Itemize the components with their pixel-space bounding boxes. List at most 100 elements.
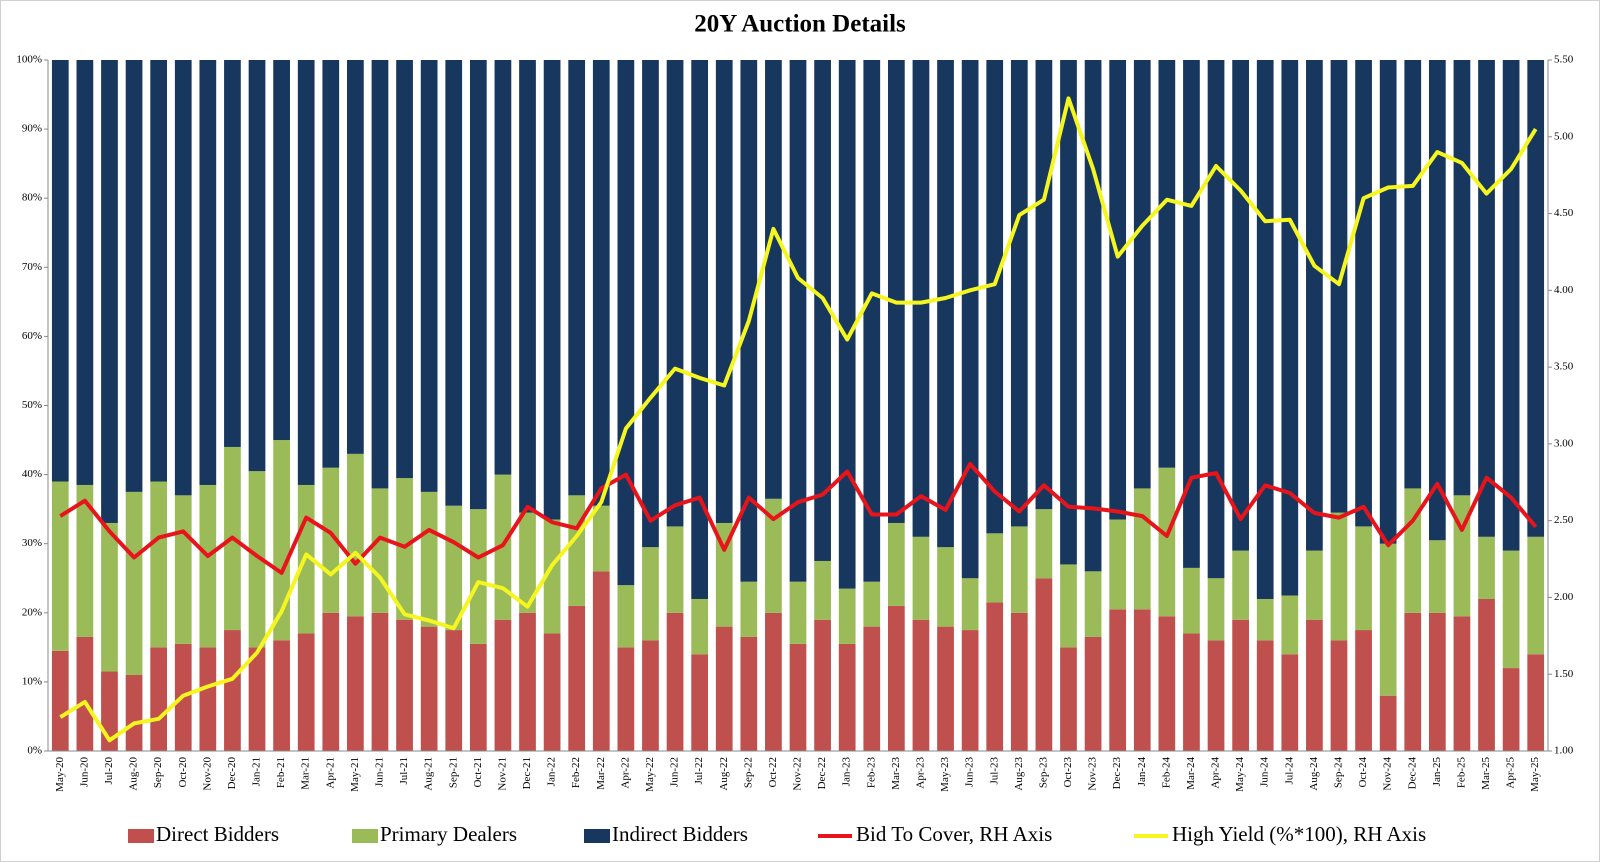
bar-segment xyxy=(568,605,586,751)
legend-swatch xyxy=(352,829,378,843)
bar-segment xyxy=(199,647,217,751)
bar-segment xyxy=(420,626,438,751)
bar-segment xyxy=(863,581,881,627)
bar-segment xyxy=(740,581,758,637)
x-tick-label: Sep-24 xyxy=(1333,757,1345,789)
bar-segment xyxy=(666,60,684,527)
chart-title: 20Y Auction Details xyxy=(694,11,906,38)
bar-segment xyxy=(1379,543,1397,696)
bar-segment xyxy=(1404,60,1422,489)
bar-segment xyxy=(273,440,290,641)
x-tick-label: Jul-20 xyxy=(103,757,115,785)
bar-segment xyxy=(765,498,782,613)
bar-segment xyxy=(1183,567,1200,634)
bar-segment xyxy=(101,522,118,672)
bar-segment xyxy=(1207,640,1225,751)
bar-segment xyxy=(691,598,708,655)
bar-segment xyxy=(248,647,266,751)
bar-segment xyxy=(617,647,635,751)
bar-segment xyxy=(1183,60,1200,568)
bar-segment xyxy=(592,505,610,572)
bar-segment xyxy=(740,636,758,751)
bar-segment xyxy=(51,481,69,651)
bar-segment xyxy=(322,467,340,613)
x-tick-label: Jun-22 xyxy=(669,757,681,787)
x-tick-label: May-24 xyxy=(1234,757,1246,792)
bar-segment xyxy=(1281,654,1299,751)
bar-segment xyxy=(1060,647,1077,751)
bar-segment xyxy=(1158,467,1176,617)
bar-segment xyxy=(937,60,954,548)
y2-tick-label: 1.00 xyxy=(1554,745,1574,757)
x-tick-label: May-25 xyxy=(1529,757,1541,792)
bar-segment xyxy=(1084,571,1102,637)
bar-segment xyxy=(396,478,413,620)
bar-segment xyxy=(543,633,561,751)
bar-segment xyxy=(1084,60,1102,572)
x-tick-label: Jan-25 xyxy=(1431,757,1443,787)
x-tick-label: Aug-21 xyxy=(423,757,435,791)
bar-segment xyxy=(543,60,561,520)
bar-segment xyxy=(51,650,69,751)
bar-segment xyxy=(1306,619,1323,751)
bar-segment xyxy=(347,453,364,617)
bar-segment xyxy=(1133,609,1151,751)
bar-segment xyxy=(469,643,487,751)
bar-segment xyxy=(765,60,782,499)
bar-segment xyxy=(1502,60,1520,551)
y2-tick-label: 4.50 xyxy=(1554,207,1574,219)
x-tick-label: Feb-25 xyxy=(1455,757,1467,789)
bar-segment xyxy=(150,647,168,751)
bar-segment xyxy=(691,654,708,751)
y-tick-label: 0% xyxy=(27,745,42,757)
bar-segment xyxy=(125,60,143,492)
bar-segment xyxy=(174,60,192,496)
y2-tick-label: 3.50 xyxy=(1554,361,1574,373)
bar-segment xyxy=(199,60,217,485)
bar-segment xyxy=(912,619,930,751)
bar-segment xyxy=(1404,488,1422,613)
x-tick-label: Aug-23 xyxy=(1013,757,1025,791)
x-tick-label: Jan-21 xyxy=(251,757,263,786)
y-tick-label: 70% xyxy=(22,261,42,273)
bar-segment xyxy=(1133,488,1151,610)
bar-segment xyxy=(1355,60,1372,527)
bar-segment xyxy=(1232,60,1249,551)
bar-segment xyxy=(224,630,241,751)
legend-label: Bid To Cover, RH Axis xyxy=(856,822,1052,846)
bar-segment xyxy=(1478,60,1495,537)
bar-segment xyxy=(986,602,1004,751)
x-tick-label: Jun-23 xyxy=(964,757,976,787)
x-tick-label: Apr-22 xyxy=(619,757,631,789)
bar-segment xyxy=(76,484,94,637)
bar-segment xyxy=(1306,60,1323,551)
bar-segment xyxy=(592,60,610,506)
bar-segment xyxy=(666,526,684,613)
x-tick-label: Jul-21 xyxy=(398,757,410,785)
bar-segment xyxy=(1256,598,1274,641)
y2-tick-label: 5.00 xyxy=(1554,130,1574,142)
x-tick-label: Feb-24 xyxy=(1160,757,1172,789)
y2-tick-label: 1.50 xyxy=(1554,668,1574,680)
bar-segment xyxy=(937,547,954,627)
y2-tick-label: 4.00 xyxy=(1554,284,1574,296)
bar-segment xyxy=(1502,550,1520,669)
bar-segment xyxy=(888,60,905,523)
bar-segment xyxy=(789,60,807,582)
x-tick-label: Sep-23 xyxy=(1037,757,1049,789)
bar-segment xyxy=(814,560,831,620)
x-tick-label: Jun-24 xyxy=(1259,757,1271,787)
bar-segment xyxy=(297,60,315,485)
x-tick-label: Dec-24 xyxy=(1406,757,1418,790)
bar-segment xyxy=(273,640,290,751)
bar-segment xyxy=(1355,630,1372,751)
x-tick-label: Mar-23 xyxy=(890,757,902,790)
x-tick-label: Feb-23 xyxy=(865,757,877,789)
x-tick-label: Oct-21 xyxy=(472,757,484,788)
y-tick-label: 80% xyxy=(22,192,42,204)
bar-segment xyxy=(1428,540,1446,613)
bar-segment xyxy=(469,60,487,510)
bar-segment xyxy=(248,60,266,472)
x-tick-label: Nov-24 xyxy=(1382,757,1394,791)
